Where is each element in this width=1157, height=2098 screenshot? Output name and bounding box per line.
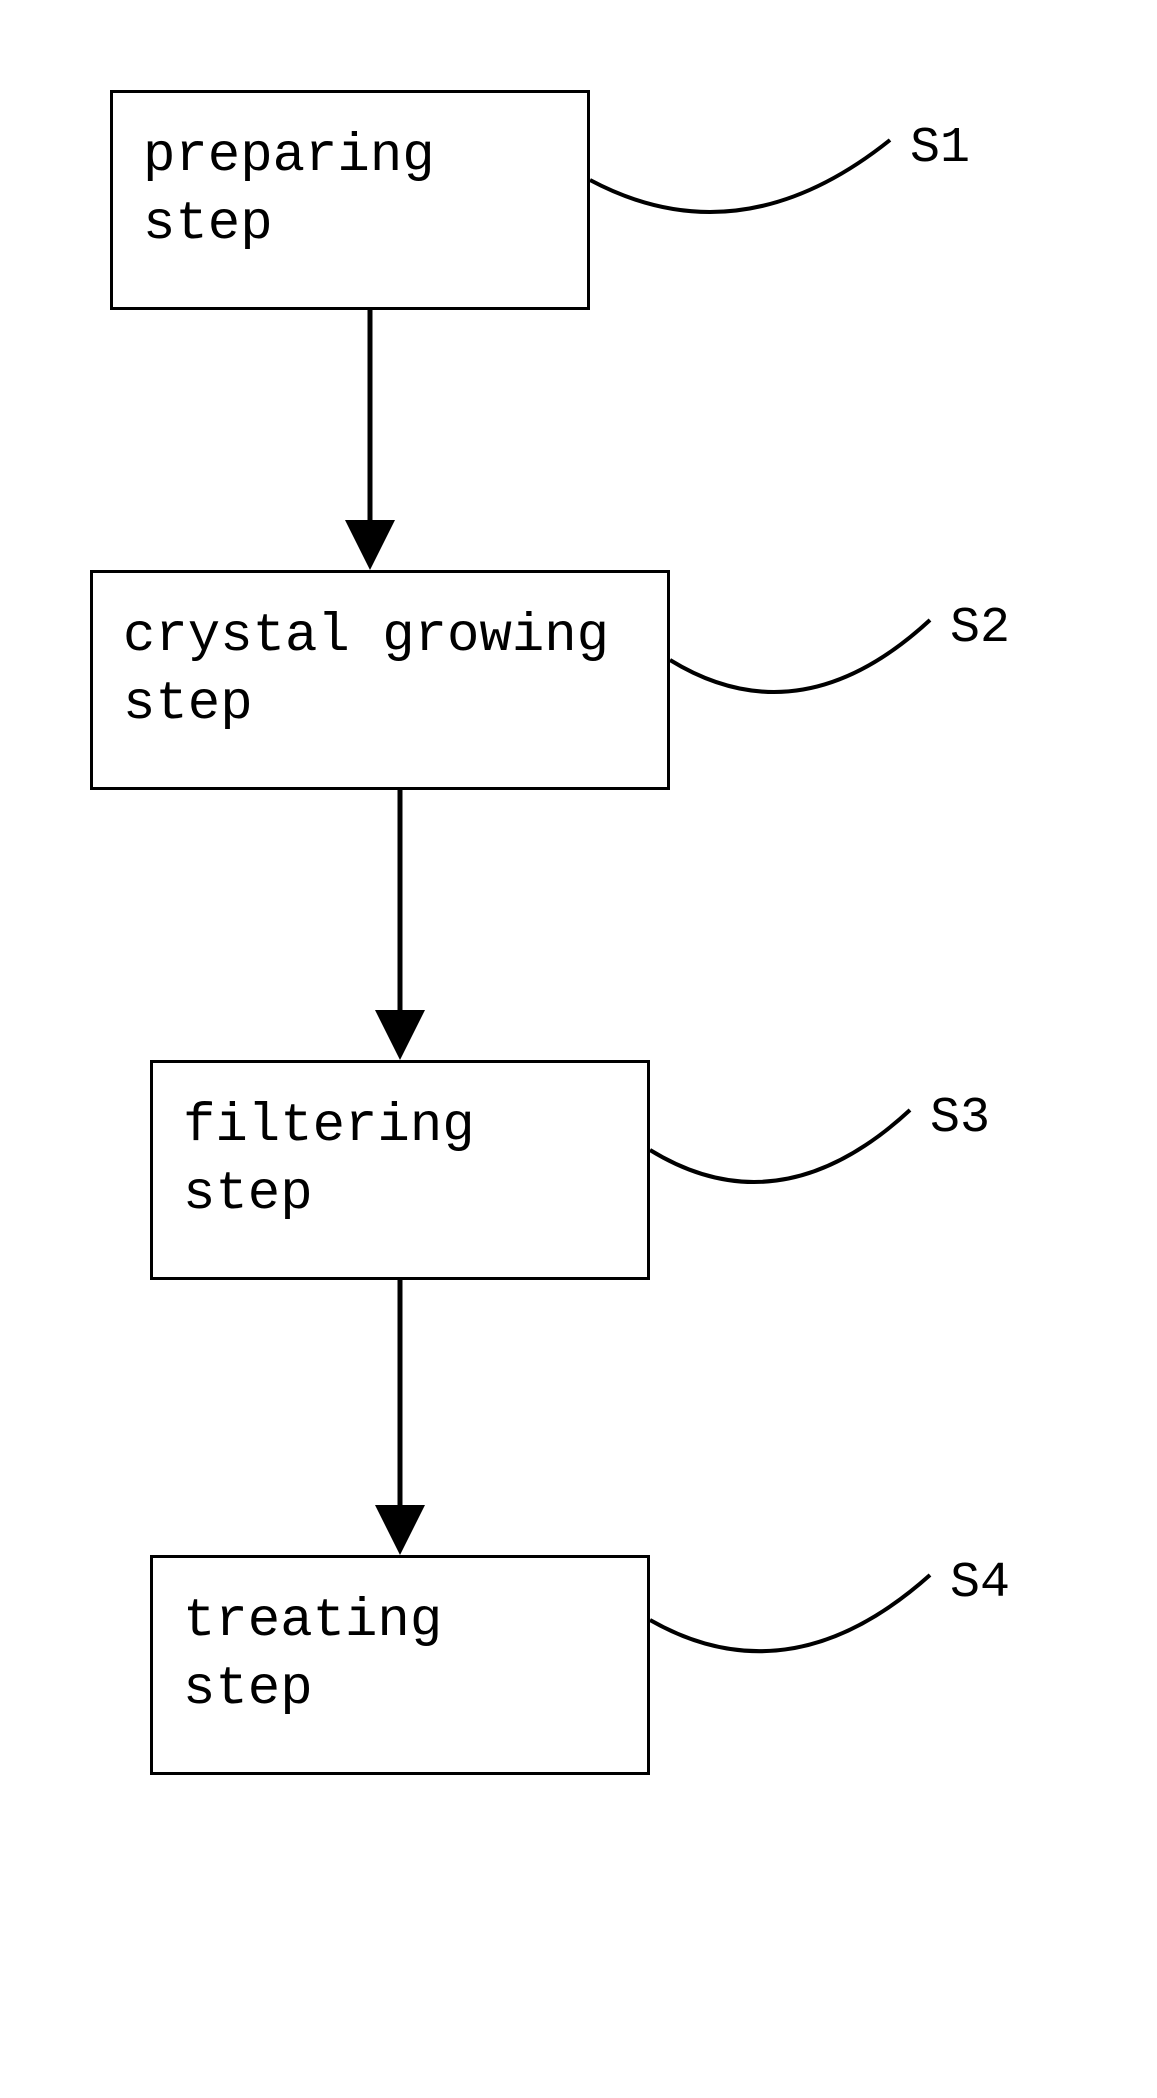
leader-s2 [670, 620, 930, 692]
arrowhead-icon [375, 1505, 425, 1555]
flow-node-s3: filtering step [150, 1060, 650, 1280]
flow-node-s3-text: filtering step [183, 1093, 475, 1228]
flow-node-s4-text: treating step [183, 1588, 442, 1723]
flow-node-s2-text: crystal growing step [123, 603, 609, 738]
flow-node-s2: crystal growing step [90, 570, 670, 790]
flow-label-s1: S1 [910, 120, 970, 177]
flow-node-s1: preparing step [110, 90, 590, 310]
flow-label-s2: S2 [950, 600, 1010, 657]
leader-s3 [650, 1110, 910, 1182]
leader-s4 [650, 1575, 930, 1651]
flow-label-s4: S4 [950, 1555, 1010, 1612]
flow-node-s1-text: preparing step [143, 123, 435, 258]
arrowhead-icon [375, 1010, 425, 1060]
arrowhead-icon [345, 520, 395, 570]
flow-label-s3: S3 [930, 1090, 990, 1147]
leader-s1 [590, 140, 890, 212]
flowchart-overlay [0, 0, 1157, 2098]
flow-node-s4: treating step [150, 1555, 650, 1775]
